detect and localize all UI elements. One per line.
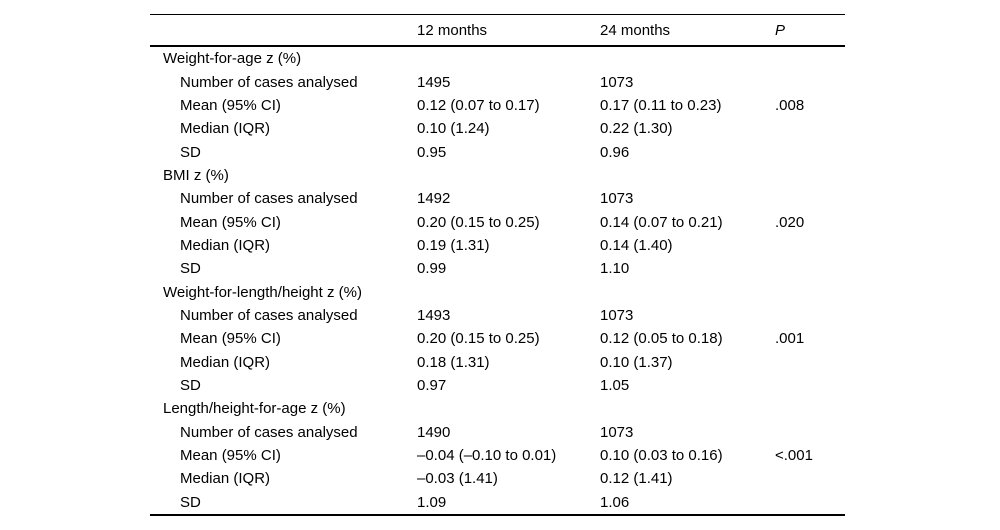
row-label: Number of cases analysed: [180, 73, 358, 91]
cell-12-months: 1493: [417, 306, 451, 324]
row-label: Mean (95% CI): [180, 447, 281, 465]
row-label: Number of cases analysed: [180, 306, 358, 324]
section-title-row: BMI z (%): [150, 164, 845, 187]
table-row: Median (IQR) 0.19 (1.31) 0.14 (1.40): [150, 234, 845, 257]
table-row: SD 0.95 0.96: [150, 140, 845, 163]
cell-12-months: 1490: [417, 423, 451, 441]
section-title-row: Length/height-for-age z (%): [150, 397, 845, 420]
growth-outcomes-table: 12 months 24 months P Weight-for-age z (…: [150, 14, 845, 516]
cell-24-months: 1.06: [600, 493, 630, 511]
section-title-row: Weight-for-age z (%): [150, 47, 845, 70]
table-row: Median (IQR) 0.10 (1.24) 0.22 (1.30): [150, 117, 845, 140]
cell-24-months: 0.22 (1.30): [600, 120, 673, 138]
cell-12-months: 0.12 (0.07 to 0.17): [417, 96, 540, 114]
table-header-row: 12 months 24 months P: [150, 14, 845, 47]
header-12-months: 12 months: [417, 21, 488, 39]
table-row: Median (IQR) –0.03 (1.41) 0.12 (1.41): [150, 467, 845, 490]
row-label: SD: [180, 260, 201, 278]
row-label: Number of cases analysed: [180, 423, 358, 441]
table-row: Number of cases analysed 1492 1073: [150, 187, 845, 210]
section-title: Weight-for-length/height z (%): [163, 283, 362, 301]
cell-12-months: 0.97: [417, 376, 447, 394]
cell-24-months: 0.17 (0.11 to 0.23): [600, 96, 722, 114]
table-row: SD 0.97 1.05: [150, 374, 845, 397]
table-body: Weight-for-age z (%) Number of cases ana…: [150, 47, 845, 516]
cell-24-months: 0.14 (1.40): [600, 236, 673, 254]
cell-p-value: .008: [775, 96, 805, 114]
cell-24-months: 1073: [600, 190, 634, 208]
row-label: SD: [180, 493, 201, 511]
cell-24-months: 0.10 (0.03 to 0.16): [600, 447, 723, 465]
row-label: Median (IQR): [180, 120, 271, 138]
table-row: Number of cases analysed 1493 1073: [150, 304, 845, 327]
cell-24-months: 1073: [600, 306, 634, 324]
row-label: Mean (95% CI): [180, 330, 281, 348]
cell-12-months: 0.95: [417, 143, 447, 161]
cell-12-months: 1492: [417, 190, 451, 208]
row-label: Mean (95% CI): [180, 213, 281, 231]
cell-12-months: 1495: [417, 73, 451, 91]
cell-24-months: 0.12 (1.41): [600, 470, 673, 488]
cell-p-value: .020: [775, 213, 805, 231]
table-row: Number of cases analysed 1490 1073: [150, 421, 845, 444]
row-label: Number of cases analysed: [180, 190, 358, 208]
row-label: Median (IQR): [180, 236, 271, 254]
table-row: Median (IQR) 0.18 (1.31) 0.10 (1.37): [150, 350, 845, 373]
row-label: Median (IQR): [180, 353, 271, 371]
table-row: Mean (95% CI) 0.20 (0.15 to 0.25) 0.14 (…: [150, 210, 845, 233]
table-row: SD 1.09 1.06: [150, 491, 845, 514]
row-label: Median (IQR): [180, 470, 271, 488]
table-row: SD 0.99 1.10: [150, 257, 845, 280]
table-row: Number of cases analysed 1495 1073: [150, 70, 845, 93]
table-row: Mean (95% CI) –0.04 (–0.10 to 0.01) 0.10…: [150, 444, 845, 467]
cell-12-months: 0.18 (1.31): [417, 353, 490, 371]
table-row: Mean (95% CI) 0.20 (0.15 to 0.25) 0.12 (…: [150, 327, 845, 350]
header-p-value: P: [775, 21, 786, 39]
cell-12-months: –0.04 (–0.10 to 0.01): [417, 447, 557, 465]
section-title: Weight-for-age z (%): [163, 50, 302, 68]
header-24-months: 24 months: [600, 21, 671, 39]
section-title-row: Weight-for-length/height z (%): [150, 280, 845, 303]
cell-24-months: 0.10 (1.37): [600, 353, 673, 371]
row-label: SD: [180, 376, 201, 394]
cell-12-months: 0.20 (0.15 to 0.25): [417, 213, 540, 231]
cell-24-months: 1.05: [600, 376, 630, 394]
cell-p-value: <.001: [775, 447, 813, 465]
cell-12-months: 0.10 (1.24): [417, 120, 490, 138]
cell-12-months: 0.19 (1.31): [417, 236, 490, 254]
cell-12-months: 0.99: [417, 260, 447, 278]
cell-24-months: 0.96: [600, 143, 630, 161]
row-label: Mean (95% CI): [180, 96, 281, 114]
cell-24-months: 1073: [600, 73, 634, 91]
row-label: SD: [180, 143, 201, 161]
cell-12-months: –0.03 (1.41): [417, 470, 498, 488]
cell-24-months: 0.14 (0.07 to 0.21): [600, 213, 723, 231]
section-title: BMI z (%): [163, 166, 229, 184]
cell-p-value: .001: [775, 330, 805, 348]
table-row: Mean (95% CI) 0.12 (0.07 to 0.17) 0.17 (…: [150, 94, 845, 117]
section-title: Length/height-for-age z (%): [163, 400, 346, 418]
cell-24-months: 0.12 (0.05 to 0.18): [600, 330, 723, 348]
cell-24-months: 1073: [600, 423, 634, 441]
cell-12-months: 0.20 (0.15 to 0.25): [417, 330, 540, 348]
cell-12-months: 1.09: [417, 493, 447, 511]
cell-24-months: 1.10: [600, 260, 630, 278]
